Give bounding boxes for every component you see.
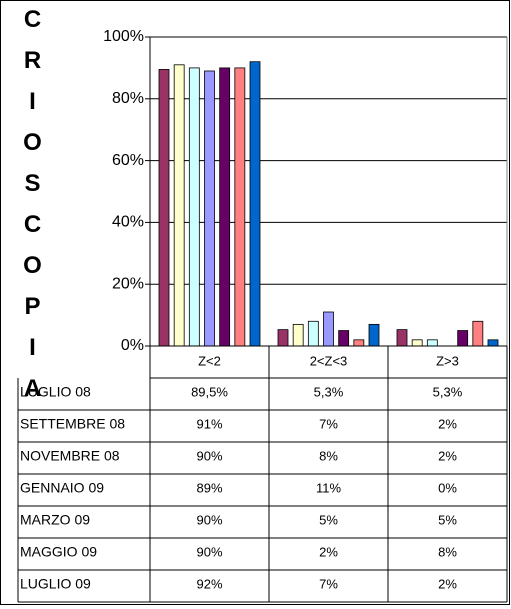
table-cell: 92% xyxy=(196,576,222,591)
y-tick-label: 100% xyxy=(103,28,144,45)
y-tick-label: 60% xyxy=(112,152,144,169)
table-cell: 90% xyxy=(196,512,222,527)
bar xyxy=(204,70,215,347)
legend-label: SETTEMBRE 08 xyxy=(20,416,125,432)
bar xyxy=(353,339,365,347)
bar xyxy=(426,339,438,347)
table-cell: 8% xyxy=(319,448,338,463)
table-cell: 7% xyxy=(319,416,338,431)
table-cell: 0% xyxy=(438,480,457,495)
table-cell: 5% xyxy=(438,512,457,527)
bar xyxy=(368,323,380,347)
bar xyxy=(158,69,170,347)
table-cell: 2% xyxy=(438,448,457,463)
y-tick-label: 40% xyxy=(112,214,144,231)
x-tick-label: 2<Z<3 xyxy=(310,353,348,368)
bar xyxy=(338,330,350,347)
table-cell: 2% xyxy=(319,544,338,559)
table-cell: 89% xyxy=(196,480,222,495)
table-cell: 5% xyxy=(319,512,338,527)
x-tick-label: Z<2 xyxy=(198,353,221,368)
bar xyxy=(487,339,499,347)
y-axis-label: CRIOSCOPIA xyxy=(19,6,46,416)
bar xyxy=(219,67,231,347)
table-cell: 8% xyxy=(438,544,457,559)
legend-label: LUGLIO 09 xyxy=(20,576,91,592)
bar xyxy=(307,320,319,347)
legend-label: LUGLIO 08 xyxy=(20,384,91,400)
bar xyxy=(277,329,289,347)
table-cell: 90% xyxy=(196,544,222,559)
x-tick-label: Z>3 xyxy=(436,353,459,368)
bar xyxy=(472,320,484,347)
bar xyxy=(411,339,423,347)
bar xyxy=(323,311,334,347)
table-cell: 2% xyxy=(438,416,457,431)
bar xyxy=(292,323,304,347)
y-tick-label: 20% xyxy=(112,275,144,292)
table-cell: 5,3% xyxy=(433,384,463,399)
table-cell: 11% xyxy=(316,480,341,495)
legend-label: MARZO 09 xyxy=(20,512,90,528)
legend-label: MAGGIO 09 xyxy=(20,544,97,560)
table-cell: 91% xyxy=(196,416,222,431)
legend-label: NOVEMBRE 08 xyxy=(20,448,120,464)
table-cell: 2% xyxy=(438,576,457,591)
bar xyxy=(173,64,185,347)
bar xyxy=(396,329,408,347)
y-tick-label: 80% xyxy=(112,90,144,107)
bar xyxy=(234,67,246,347)
table-cell: 5,3% xyxy=(314,384,344,399)
bar xyxy=(249,61,261,347)
table-cell: 7% xyxy=(319,576,338,591)
bar xyxy=(457,330,469,347)
legend-label: GENNAIO 09 xyxy=(20,480,104,496)
y-tick-label: 0% xyxy=(121,337,144,354)
table-cell: 89,5% xyxy=(191,384,228,399)
table-cell: 90% xyxy=(196,448,222,463)
bar xyxy=(188,67,200,347)
